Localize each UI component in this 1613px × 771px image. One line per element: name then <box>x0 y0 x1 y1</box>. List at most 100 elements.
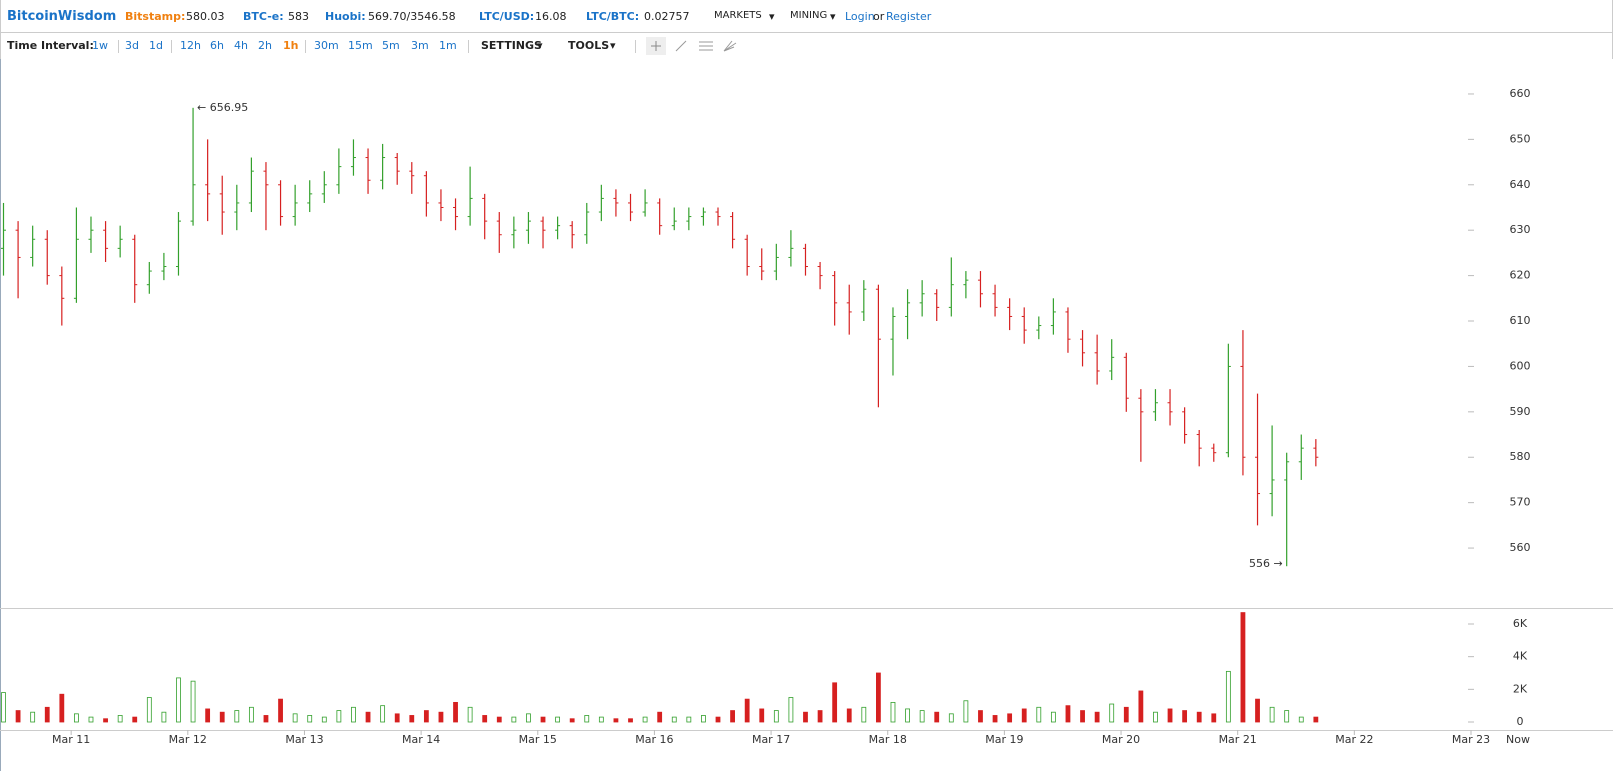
ticker-label[interactable]: BTC-e: <box>243 10 284 23</box>
volume-tick-label: 0 <box>1517 715 1524 728</box>
volume-bar <box>963 700 969 723</box>
interval[interactable]: 1m <box>439 39 457 52</box>
volume-bar <box>1036 706 1042 723</box>
y-tick-label: 570 <box>1510 496 1531 509</box>
interval[interactable]: 4h <box>234 39 248 52</box>
volume-bar <box>1123 706 1129 723</box>
volume-bar <box>496 716 502 723</box>
volume-bar <box>657 711 663 723</box>
volume-bar <box>1050 711 1056 723</box>
volume-bar <box>948 713 954 723</box>
volume-bar <box>351 706 356 723</box>
ticker-label[interactable]: Bitstamp: <box>125 10 186 23</box>
volume-bar <box>59 693 65 723</box>
ticker-label[interactable]: Huobi: <box>325 10 366 23</box>
interval[interactable]: 15m <box>348 39 373 52</box>
caret[interactable]: ▾ <box>537 39 543 52</box>
volume-bar <box>555 716 561 723</box>
volume-bar <box>803 711 808 723</box>
toolbar: Time Interval: 1w 3d 1d 12h 6h 4h 2h 1h 30m 15m 5m… <box>0 32 1613 59</box>
volume-bar <box>336 710 342 723</box>
or: or <box>873 10 885 23</box>
y-tick-label: 650 <box>1510 132 1531 145</box>
volume-bar <box>1298 716 1304 723</box>
volume-bar <box>380 705 386 723</box>
volume-bar <box>715 716 721 723</box>
menu[interactable]: TOOLS <box>568 39 610 52</box>
volume-bar <box>642 716 648 723</box>
volume-bar <box>730 710 735 723</box>
interval[interactable]: 30m <box>314 39 339 52</box>
interval[interactable]: 3d <box>125 39 139 52</box>
volume-bar <box>861 706 867 723</box>
volume-bar <box>365 711 371 723</box>
volume-bar <box>453 701 458 723</box>
volume-bar <box>744 698 750 723</box>
caret[interactable]: ▾ <box>610 39 616 52</box>
ticker-value: 16.08 <box>535 10 567 23</box>
volume-bar <box>1269 706 1275 723</box>
volume-bar <box>205 708 211 723</box>
interval[interactable]: 1d <box>149 39 163 52</box>
caret[interactable]: ▾ <box>830 10 836 23</box>
volume-bar <box>1255 698 1260 723</box>
ticker-label[interactable]: LTC/USD: <box>479 10 535 23</box>
interval[interactable]: 3m <box>411 39 429 52</box>
brand[interactable]: BitcoinWisdom <box>7 9 117 24</box>
x-tick-label: Mar 20 <box>1102 733 1140 746</box>
interval[interactable]: 6h <box>210 39 224 52</box>
x-tick-label: Mar 12 <box>169 733 207 746</box>
x-tick-label: Mar 14 <box>402 733 440 746</box>
volume-bar <box>103 718 108 723</box>
interval-label: Time Interval: <box>7 39 94 52</box>
volume-bar <box>394 713 400 723</box>
volume-bar <box>628 718 633 723</box>
volume-bar <box>817 710 823 723</box>
interval[interactable]: 5m <box>382 39 400 52</box>
volume-bar <box>44 706 50 723</box>
volume-bar <box>438 711 444 723</box>
volume-bar <box>890 701 896 723</box>
interval[interactable]: 1h <box>283 39 299 52</box>
menu[interactable]: SETTINGS <box>481 39 542 52</box>
x-tick-label: Mar 23 <box>1452 733 1490 746</box>
interval[interactable]: 2h <box>258 39 272 52</box>
volume-bar <box>905 708 910 723</box>
volume-bar <box>773 710 779 723</box>
volume-bar <box>132 716 138 723</box>
volume-bar <box>190 680 196 723</box>
ticker-label[interactable]: LTC/BTC: <box>586 10 640 23</box>
volume-bar <box>15 710 21 723</box>
volume-bar <box>263 715 269 723</box>
caret[interactable]: ▾ <box>769 10 775 23</box>
volume-bar <box>511 716 517 723</box>
interval[interactable]: 1w <box>92 39 108 52</box>
volume-bar <box>1240 612 1246 723</box>
volume-bar <box>526 713 531 723</box>
volume-bar <box>1065 705 1071 723</box>
menu[interactable]: MARKETS <box>714 10 762 21</box>
volume-bar <box>876 672 881 723</box>
separator <box>305 40 306 53</box>
header: BitcoinWisdom Bitstamp: 580.03 BTC-e: 583 Hu… <box>0 0 1613 32</box>
volume-bar <box>278 698 283 723</box>
y-tick-label: 610 <box>1510 314 1531 327</box>
volume-bar <box>1094 711 1100 723</box>
volume-bar <box>1007 713 1013 723</box>
register[interactable]: Register <box>886 10 932 23</box>
x-tick-label: Mar 11 <box>52 733 90 746</box>
menu[interactable]: MINING <box>790 10 828 21</box>
tool-icons[interactable] <box>646 37 746 55</box>
ticker-value: 0.02757 <box>644 10 690 23</box>
volume-bar <box>409 715 415 723</box>
ticker-value: 583 <box>288 10 309 23</box>
interval[interactable]: 12h <box>180 39 201 52</box>
volume-bar <box>467 706 473 723</box>
login[interactable]: Login <box>845 10 875 23</box>
y-tick-label: 660 <box>1510 87 1531 100</box>
y-tick-label: 590 <box>1510 405 1531 418</box>
y-tick-label: 640 <box>1510 178 1531 191</box>
volume-bar <box>1 692 6 723</box>
annotation: 556 → <box>1249 557 1283 570</box>
volume-bar <box>1109 703 1115 723</box>
